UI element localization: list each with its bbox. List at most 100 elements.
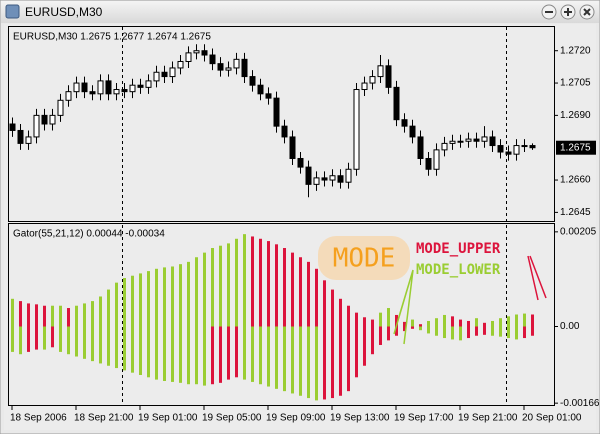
y-tick-label: 1.2660 bbox=[560, 175, 591, 186]
gator-bar bbox=[483, 326, 486, 335]
current-price-label: 1.2675 bbox=[560, 142, 591, 153]
pointer-lower bbox=[393, 269, 414, 345]
gator-bar bbox=[131, 275, 134, 327]
gator-bar bbox=[475, 318, 478, 327]
gator-bar bbox=[435, 318, 438, 327]
candle-body bbox=[505, 151, 512, 155]
gator-bar bbox=[195, 326, 198, 385]
gator-bar bbox=[67, 308, 70, 327]
candle-body bbox=[313, 177, 320, 185]
gator-bar bbox=[219, 245, 222, 327]
gator-bar bbox=[187, 326, 190, 385]
candle-body bbox=[193, 50, 200, 54]
gator-bar bbox=[315, 326, 318, 401]
candle-body bbox=[89, 91, 96, 95]
pointer-upper bbox=[527, 255, 547, 301]
gator-bar bbox=[267, 326, 270, 387]
window-buttons bbox=[541, 4, 595, 20]
y-tick-label: 1.2690 bbox=[560, 110, 591, 121]
gator-bar bbox=[147, 326, 150, 378]
gator-bar bbox=[515, 326, 518, 340]
candle-body bbox=[169, 67, 176, 78]
gator-bar bbox=[91, 326, 94, 362]
gator-bar bbox=[219, 326, 222, 383]
candle-body bbox=[377, 65, 384, 78]
gator-bar bbox=[75, 326, 78, 357]
candle-body bbox=[41, 114, 48, 125]
gator-bar bbox=[115, 282, 118, 327]
candle-body bbox=[465, 138, 472, 142]
gator-bar bbox=[155, 268, 158, 327]
gator-bar bbox=[195, 257, 198, 327]
gator-bar bbox=[131, 326, 134, 373]
gator-bar bbox=[259, 326, 262, 385]
gator-bar bbox=[107, 326, 110, 366]
gator-bar bbox=[179, 326, 182, 383]
gator-bar bbox=[435, 326, 438, 336]
gator-bar bbox=[275, 244, 278, 327]
candle-body bbox=[353, 89, 360, 170]
gator-bar bbox=[355, 326, 358, 378]
candle-body bbox=[385, 65, 392, 88]
candle-body bbox=[57, 99, 64, 116]
gator-bar bbox=[35, 326, 38, 350]
candle-body bbox=[329, 175, 336, 181]
gator-bar bbox=[299, 326, 302, 396]
candle-body bbox=[297, 157, 304, 168]
candle-body bbox=[105, 80, 112, 95]
gator-bar bbox=[99, 326, 102, 364]
gator-bar bbox=[467, 326, 470, 339]
candle-body bbox=[393, 86, 400, 121]
gator-bar bbox=[467, 320, 470, 327]
candle-body bbox=[457, 140, 464, 143]
gator-bar bbox=[371, 319, 374, 327]
label-mode-upper: MODE_UPPER bbox=[416, 241, 501, 257]
price-panel bbox=[8, 26, 555, 222]
candle-body bbox=[409, 125, 416, 138]
label-mode-lower: MODE_LOWER bbox=[416, 262, 501, 278]
gator-bar bbox=[411, 326, 414, 329]
gator-bar bbox=[67, 326, 70, 355]
candle-body bbox=[121, 89, 128, 93]
gator-bar bbox=[187, 261, 190, 327]
candle-body bbox=[65, 91, 72, 101]
gator-bar bbox=[59, 326, 62, 352]
gator-bar bbox=[363, 326, 366, 366]
gator-bar bbox=[291, 252, 294, 327]
gator-bar bbox=[387, 326, 390, 341]
gator-bar bbox=[235, 326, 238, 378]
gator-bar bbox=[51, 326, 54, 348]
gator-bar bbox=[203, 326, 206, 386]
candle-body bbox=[273, 97, 280, 127]
gator-bar bbox=[251, 326, 254, 382]
candle-body bbox=[177, 60, 184, 69]
candle-body bbox=[337, 175, 344, 183]
gator-bar bbox=[11, 326, 14, 352]
gator-bar bbox=[99, 296, 102, 327]
gator-bar bbox=[299, 257, 302, 327]
gator-bar bbox=[403, 321, 406, 327]
gator-bar bbox=[347, 326, 350, 392]
gator-bar bbox=[507, 326, 510, 339]
candle-body bbox=[361, 82, 368, 91]
candle-body bbox=[481, 136, 488, 142]
window-icon bbox=[5, 4, 20, 19]
candle-body bbox=[249, 76, 256, 86]
gator-bar bbox=[243, 234, 246, 327]
gator-bar bbox=[243, 326, 246, 380]
candle-body bbox=[9, 123, 16, 131]
gator-bar bbox=[403, 326, 406, 332]
candle-body bbox=[433, 149, 440, 170]
x-tick-label: 19 Sep 17:00 bbox=[394, 413, 454, 424]
candle-body bbox=[521, 145, 528, 148]
gator-bar bbox=[363, 317, 366, 327]
gator-bar bbox=[419, 326, 422, 331]
candle-body bbox=[17, 129, 24, 144]
gator-bar bbox=[499, 318, 502, 327]
gator-bar bbox=[411, 319, 414, 327]
gator-bar bbox=[227, 326, 230, 380]
gator-bar bbox=[523, 313, 526, 327]
gator-bar bbox=[515, 314, 518, 327]
candle-body bbox=[345, 168, 352, 183]
y-tick-label: 1.2705 bbox=[560, 78, 591, 89]
